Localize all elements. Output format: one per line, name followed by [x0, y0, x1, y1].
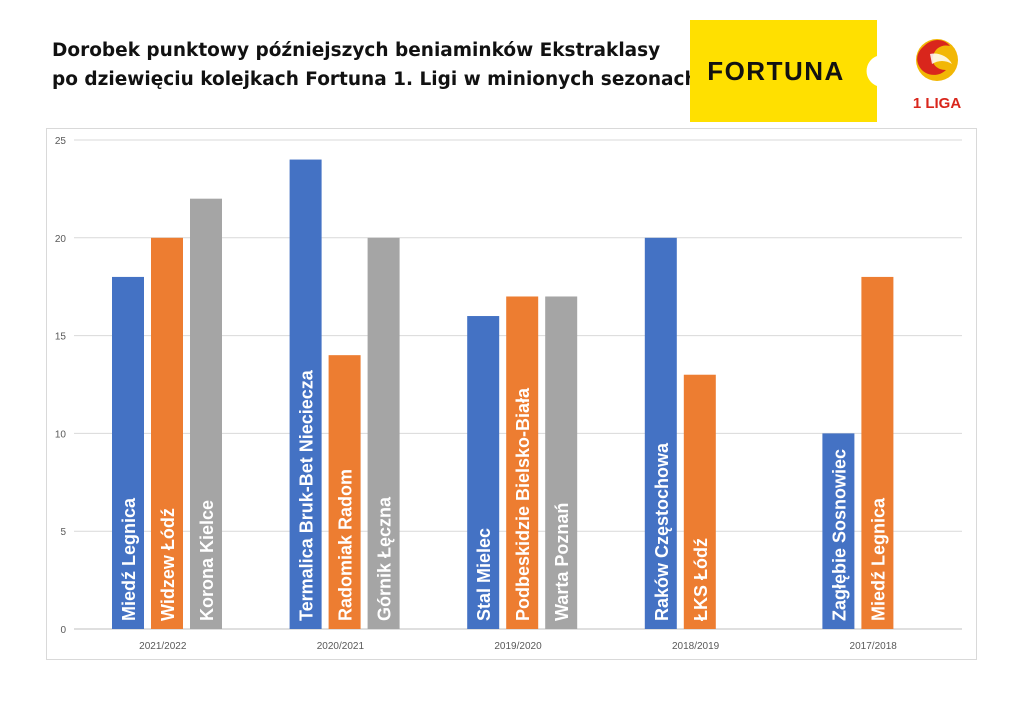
fortuna-logo: FORTUNA	[690, 20, 877, 122]
bar-team-label: ŁKS Łódź	[691, 538, 711, 621]
y-tick-label: 20	[55, 234, 67, 245]
liga-swoosh-icon	[930, 53, 952, 64]
bar-team-label: Termalica Bruk-Bet Nieciecza	[297, 369, 317, 621]
bar	[190, 198, 222, 629]
bar	[506, 296, 539, 629]
x-category-label: 2020/2021	[317, 641, 365, 652]
bar	[112, 276, 144, 629]
x-category-label: 2021/2022	[139, 641, 187, 652]
bar	[644, 237, 677, 630]
chart-title: Dorobek punktowy późniejszych beniaminkó…	[52, 36, 698, 94]
fortuna-logo-background	[690, 20, 877, 122]
bar-team-label: Korona Kielce	[197, 500, 217, 621]
bar	[151, 237, 183, 630]
bar-team-label: Górnik Łęczna	[375, 496, 395, 621]
y-tick-label: 15	[55, 332, 67, 343]
x-category-label: 2017/2018	[850, 641, 898, 652]
bar	[328, 355, 361, 629]
1-liga-logo: 1 LIGA	[913, 39, 962, 112]
chart-area: 0 5 10 15 20 25 Miedź Legnica Widzew Łódź Korona…	[46, 128, 977, 660]
bar-team-label: Radomiak Radom	[336, 469, 356, 621]
chart-title-line-1: Dorobek punktowy późniejszych beniaminkó…	[52, 40, 661, 61]
bar	[545, 296, 578, 629]
bar-chart: 0 5 10 15 20 25 Miedź Legnica Widzew Łódź Korona…	[55, 136, 962, 652]
bar-team-label: Podbeskidzie Bielsko-Biała	[513, 387, 533, 621]
bar	[367, 237, 400, 630]
bar	[683, 374, 716, 629]
fortuna-logo-text: FORTUNA	[707, 56, 845, 86]
bar-team-label: Stal Mielec	[474, 528, 494, 621]
liga-flame-icon	[917, 40, 950, 75]
bar-team-label: Miedź Legnica	[119, 497, 139, 621]
bar	[467, 316, 500, 629]
y-tick-label: 10	[55, 429, 67, 440]
x-category-label: 2018/2019	[672, 641, 720, 652]
bar-team-label: Raków Częstochowa	[652, 442, 672, 621]
bar	[289, 159, 322, 629]
bar-team-label: Zagłębie Sosnowiec	[829, 449, 849, 621]
bar-team-label: Widzew Łódź	[158, 508, 178, 621]
bar-team-label: Miedź Legnica	[868, 497, 888, 621]
y-tick-label: 25	[55, 136, 67, 147]
chart-title-line-2: po dziewięciu kolejkach Fortuna 1. Ligi …	[52, 69, 698, 90]
bar-team-label: Warta Poznań	[552, 503, 572, 621]
x-category-label: 2019/2020	[494, 641, 542, 652]
bar	[861, 276, 894, 629]
y-tick-label: 5	[60, 527, 66, 538]
liga-logo-text: 1 LIGA	[913, 95, 962, 112]
y-tick-label: 0	[60, 625, 66, 636]
bar	[822, 433, 855, 629]
